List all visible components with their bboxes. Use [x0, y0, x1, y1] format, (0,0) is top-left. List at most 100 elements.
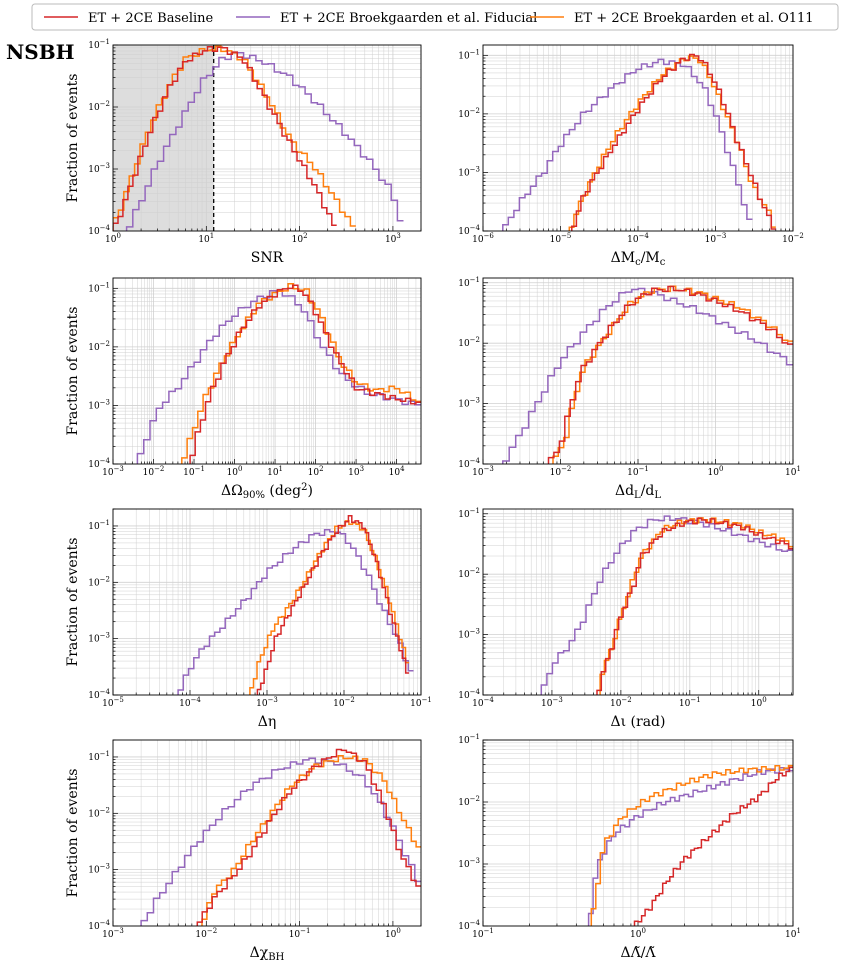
- svg-text:10−2: 10−2: [610, 696, 632, 709]
- series-fiducial: [540, 515, 793, 695]
- svg-text:10−4: 10−4: [88, 224, 110, 237]
- svg-text:10−2: 10−2: [195, 927, 217, 940]
- svg-text:10−4: 10−4: [88, 688, 110, 701]
- series-fiducial: [177, 528, 414, 695]
- legend: ET + 2CE Baseline ET + 2CE Broekgaarden …: [31, 3, 839, 31]
- svg-text:100: 100: [385, 927, 401, 940]
- legend-frame: [31, 3, 839, 31]
- x-axis-label: ΔχBH​: [250, 945, 285, 963]
- svg-text:10−2: 10−2: [550, 465, 572, 478]
- y-axis-label: Fraction of events: [65, 307, 81, 436]
- axes-frame: [112, 277, 422, 465]
- tick-labels: 10−1 100 101 10−4 10−3 10−2 10−1: [458, 733, 801, 940]
- tick-labels: 10−4 10−3 10−2 10−1 100 10−4 10−3 10−2 10−1: [458, 507, 766, 709]
- axes-frame: [482, 44, 794, 232]
- panel-5: 10−5 10−4 10−3 10−2 10−110−410−310−210−1ΔηFr…: [65, 508, 432, 730]
- svg-text:10−3: 10−3: [458, 857, 480, 870]
- panel-4: 10−310−210−110010110−410−310−210−1ΔdL​/d…: [458, 276, 801, 501]
- svg-text:10−1: 10−1: [88, 281, 110, 294]
- plot-area: [113, 278, 421, 464]
- svg-text:102: 102: [308, 465, 324, 478]
- svg-text:10−2: 10−2: [458, 336, 480, 349]
- svg-text:103: 103: [385, 232, 401, 245]
- series-o111: [249, 520, 410, 695]
- svg-text:101: 101: [785, 465, 801, 478]
- svg-text:10−3: 10−3: [458, 165, 480, 178]
- series-baseline: [571, 53, 776, 231]
- svg-text:100: 100: [105, 232, 121, 245]
- svg-text:10−2: 10−2: [88, 340, 110, 353]
- svg-text:10−1: 10−1: [458, 276, 480, 289]
- svg-text:10−4: 10−4: [472, 696, 494, 709]
- series-baseline: [113, 45, 337, 231]
- y-axis-label: Fraction of events: [65, 769, 81, 898]
- svg-text:10−2: 10−2: [458, 567, 480, 580]
- svg-text:10−4: 10−4: [458, 919, 480, 932]
- svg-text:100: 100: [630, 927, 646, 940]
- grid: [482, 509, 793, 696]
- svg-text:10−1: 10−1: [627, 465, 649, 478]
- svg-text:10−3: 10−3: [458, 628, 480, 641]
- svg-text:10−1: 10−1: [472, 927, 494, 940]
- y-axis-label: Fraction of events: [65, 538, 81, 667]
- x-axis-label: ΔΛ̃/Λ̃: [620, 945, 656, 961]
- axes-frame: [112, 44, 422, 232]
- panel-2: 10−6 10−5 10−4 10−3 10−2 10−4 10−3 10−2 10−1 ΔMc​…: [458, 44, 804, 268]
- svg-text:10−5: 10−5: [102, 696, 124, 709]
- svg-text:10−3: 10−3: [705, 232, 727, 245]
- svg-text:10−1: 10−1: [183, 465, 205, 478]
- svg-text:10−2: 10−2: [782, 232, 804, 245]
- plot-area: [483, 509, 793, 695]
- legend-label-baseline: ET + 2CE Baseline: [88, 11, 214, 26]
- grid: [112, 44, 422, 232]
- svg-text:10−3: 10−3: [88, 863, 110, 876]
- svg-text:100: 100: [708, 465, 724, 478]
- svg-text:10−3: 10−3: [102, 465, 124, 478]
- svg-text:10−1: 10−1: [88, 750, 110, 763]
- svg-text:10−2: 10−2: [88, 100, 110, 113]
- series-baseline: [633, 766, 793, 926]
- x-axis-label: SNR: [251, 250, 284, 266]
- svg-text:10−4: 10−4: [458, 224, 480, 237]
- svg-text:10−1: 10−1: [458, 507, 480, 520]
- svg-text:101: 101: [267, 465, 283, 478]
- axes-frame: [112, 739, 422, 927]
- tick-labels: 100 101 102 103 10−4 10−3 10−2 10−1: [88, 38, 401, 245]
- tick-labels: 10−6 10−5 10−4 10−3 10−2 10−4 10−3 10−2 10−1: [458, 48, 804, 245]
- svg-text:10−1: 10−1: [88, 38, 110, 51]
- series-o111: [590, 764, 793, 926]
- svg-text:10−4: 10−4: [88, 919, 110, 932]
- series-o111: [181, 282, 421, 464]
- svg-text:10−4: 10−4: [458, 457, 480, 470]
- svg-text:10−4: 10−4: [179, 696, 201, 709]
- svg-text:10−1: 10−1: [289, 927, 311, 940]
- svg-text:10−3: 10−3: [541, 696, 563, 709]
- svg-text:101: 101: [198, 232, 214, 245]
- series-fiducial: [502, 58, 753, 231]
- x-axis-label: ΔΩ90%​ (deg2​): [221, 482, 313, 501]
- svg-text:10−6: 10−6: [472, 232, 494, 245]
- x-axis-label: ΔdL​/dL​: [615, 483, 661, 501]
- axes-frame: [482, 739, 794, 927]
- series-baseline: [189, 284, 421, 464]
- panels: 100 101 102 10310−410−310−210−1SNRFraction …: [65, 38, 804, 963]
- svg-text:100: 100: [227, 465, 243, 478]
- svg-text:10−5: 10−5: [550, 232, 572, 245]
- svg-text:10−2: 10−2: [143, 465, 165, 478]
- svg-text:10−2: 10−2: [458, 107, 480, 120]
- y-axis-label: Fraction of events: [65, 74, 81, 203]
- panel-7: 10−310−210−110010−410−310−210−1ΔχBH​Frac…: [65, 739, 422, 963]
- svg-text:10−1: 10−1: [679, 696, 701, 709]
- svg-text:10−1: 10−1: [458, 733, 480, 746]
- svg-text:10−4: 10−4: [88, 457, 110, 470]
- svg-text:10−3: 10−3: [88, 162, 110, 175]
- x-axis-label: Δι (rad): [611, 714, 666, 730]
- panel-6: 10−4 10−3 10−2 10−1 100 10−4 10−3 10−2 10−1 Δι (r…: [458, 507, 794, 730]
- series-fiducial: [125, 51, 404, 231]
- svg-text:10−2: 10−2: [458, 795, 480, 808]
- series-baseline: [596, 517, 793, 695]
- svg-text:10−3: 10−3: [256, 696, 278, 709]
